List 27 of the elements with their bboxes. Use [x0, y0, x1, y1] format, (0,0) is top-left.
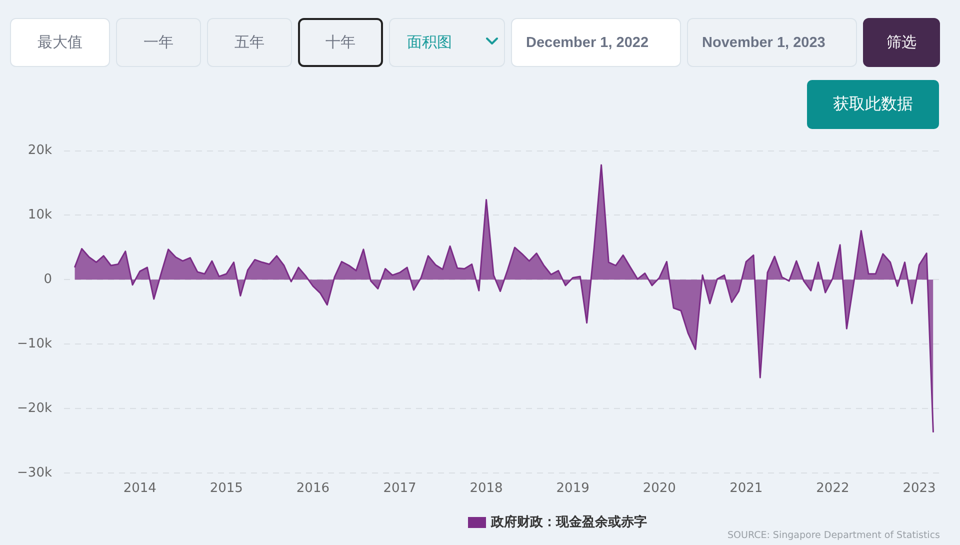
x-tick-label: 2022: [816, 481, 850, 496]
text: 面积图: [407, 33, 452, 52]
legend-label: 政府财政：现金盈余或赤字: [491, 514, 647, 531]
text: 一年: [144, 33, 174, 52]
x-tick-label: 2019: [556, 481, 590, 496]
text: 十年: [326, 33, 356, 52]
text: December 1, 2022: [526, 34, 649, 50]
text: 五年: [234, 33, 264, 52]
y-tick-label: 10k: [28, 208, 52, 223]
x-tick-label: 2020: [642, 481, 676, 496]
x-tick-label: 2015: [210, 481, 243, 496]
y-tick-label: −30k: [17, 465, 52, 480]
text: November 1, 2023: [702, 34, 826, 50]
text: 获取此数据: [833, 94, 913, 115]
y-tick-label: 0: [44, 272, 52, 288]
x-tick-label: 2023: [902, 481, 936, 496]
text: 筛选: [886, 33, 916, 52]
x-tick-label: 2018: [470, 481, 503, 496]
y-tick-label: 20k: [28, 143, 52, 158]
x-tick-label: 2021: [730, 481, 763, 496]
y-tick-label: −20k: [17, 400, 52, 416]
text: 最大值: [38, 33, 82, 52]
y-tick-label: −10k: [17, 336, 52, 352]
source-note: SOURCE: Singapore Department of Statistics: [727, 530, 940, 541]
x-tick-label: 2016: [296, 481, 330, 496]
x-tick-label: 2017: [383, 481, 416, 496]
x-tick-label: 2014: [123, 481, 156, 496]
